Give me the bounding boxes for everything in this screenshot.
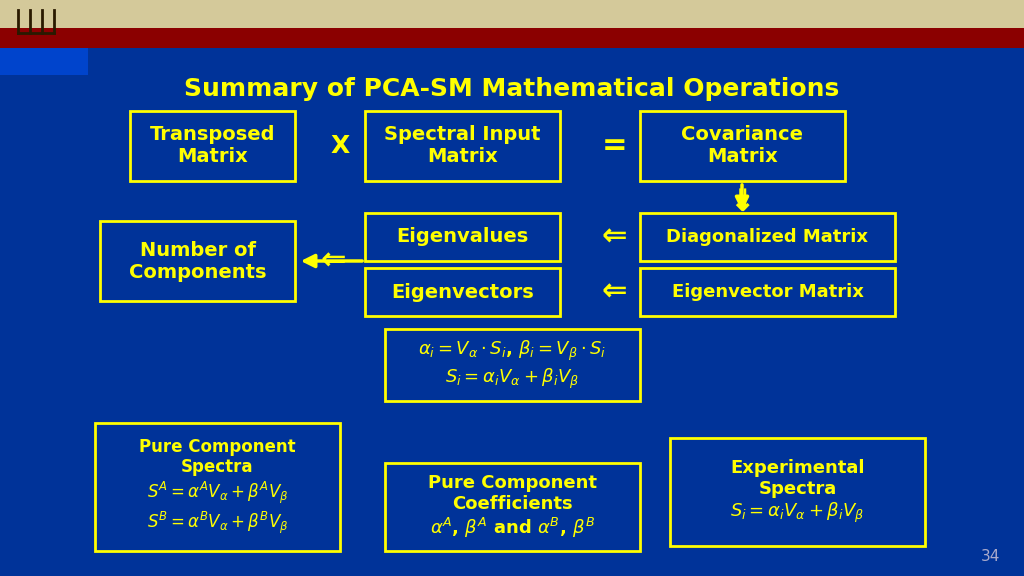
Bar: [100, 221, 295, 301]
Text: =: =: [602, 131, 628, 161]
Text: Spectral Input
Matrix: Spectral Input Matrix: [384, 126, 541, 166]
Bar: [640, 213, 895, 261]
Bar: [670, 438, 925, 546]
Text: Number of
Components: Number of Components: [129, 241, 266, 282]
Bar: [0, 28, 1024, 48]
Bar: [130, 111, 295, 181]
Text: Eigenvector Matrix: Eigenvector Matrix: [672, 283, 863, 301]
Text: Eigenvalues: Eigenvalues: [396, 228, 528, 247]
Bar: [385, 463, 640, 551]
Text: Summary of PCA-SM Mathematical Operations: Summary of PCA-SM Mathematical Operation…: [184, 77, 840, 101]
Bar: [95, 423, 340, 551]
Text: Eigenvectors: Eigenvectors: [391, 282, 534, 301]
Text: Covariance
Matrix: Covariance Matrix: [682, 126, 804, 166]
Text: Transposed
Matrix: Transposed Matrix: [150, 126, 275, 166]
Text: 34: 34: [981, 549, 1000, 564]
Text: X: X: [331, 134, 349, 158]
Bar: [365, 111, 560, 181]
Bar: [0, 0, 1024, 28]
Text: Diagonalized Matrix: Diagonalized Matrix: [667, 228, 868, 246]
Text: ⇓: ⇓: [729, 188, 755, 217]
Text: Experimental
Spectra
$S_i = \alpha_i V_{\alpha} + \beta_i V_{\beta}$: Experimental Spectra $S_i = \alpha_i V_{…: [730, 459, 864, 525]
Text: Pure Component
Coefficients
$\alpha^A$, $\beta^A$ and $\alpha^B$, $\beta^B$: Pure Component Coefficients $\alpha^A$, …: [428, 473, 597, 540]
Text: ⇐: ⇐: [321, 247, 346, 275]
Text: $\alpha_i = V_{\alpha}\cdot S_i$, $\beta_i =V_{\beta}\cdot S_i$
$S_i = \alpha_i : $\alpha_i = V_{\alpha}\cdot S_i$, $\beta…: [418, 339, 606, 391]
Bar: [385, 329, 640, 401]
Bar: [640, 268, 895, 316]
Bar: [365, 268, 560, 316]
Text: ⇐: ⇐: [601, 278, 627, 306]
Bar: [640, 111, 845, 181]
Bar: [365, 213, 560, 261]
Text: ⇐: ⇐: [601, 222, 627, 252]
Bar: [0, 48, 88, 75]
Text: Pure Component
Spectra
$S^A = \alpha^A V_{\alpha} + \beta^A V_{\beta}$
$S^B = \a: Pure Component Spectra $S^A = \alpha^A V…: [139, 438, 296, 536]
